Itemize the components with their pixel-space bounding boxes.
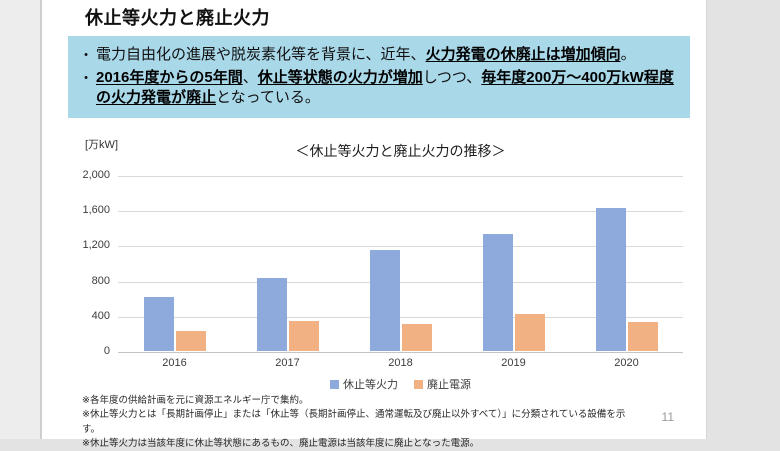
plain-text: となっている。 <box>216 88 320 106</box>
slide: 休止等火力と廃止火力 • 電力自由化の進展や脱炭素化等を背景に、近年、火力発電の… <box>42 0 707 449</box>
slide-title: 休止等火力と廃止火力 <box>85 8 270 28</box>
y-axis-tick-label: 1,600 <box>82 204 110 217</box>
y-axis-tick-label: 800 <box>91 274 110 287</box>
footnote-line: ※各年度の供給計画を元に資源エネルギー庁で集約。 <box>82 395 309 406</box>
emphasized-text: 火力発電の休廃止は増加傾向 <box>425 46 621 63</box>
x-axis-tick-label: 2016 <box>162 357 187 369</box>
x-axis-tick-label: 2018 <box>388 357 413 369</box>
y-gridline <box>118 211 683 213</box>
bar-abolished-2018 <box>401 323 432 351</box>
y-axis-tick-label: 2,000 <box>82 169 110 181</box>
legend-color-swatch <box>330 379 339 389</box>
footnote-line: ※休止等火力とは「長期計画停止」または「休止等（長期計画停止、通常運転及び廃止以… <box>82 409 626 435</box>
plain-text: 電力自由化の進展や脱炭素化等を背景に、近年、 <box>96 46 426 63</box>
legend-item-abolished: 廃止電源 <box>414 376 471 392</box>
summary-box: • 電力自由化の進展や脱炭素化等を背景に、近年、火力発電の休廃止は増加傾向。 •… <box>68 36 690 119</box>
page-number: 11 <box>661 410 674 424</box>
bar-suspended-2017 <box>256 278 287 351</box>
bar-abolished-2020 <box>627 322 658 351</box>
bar-suspended-2020 <box>595 208 626 351</box>
bar-group-2019 <box>457 176 570 351</box>
y-axis-tick-label: 1,200 <box>82 239 110 252</box>
legend-label: 休止等火力 <box>343 379 398 391</box>
footnotes: ※各年度の供給計画を元に資源エネルギー庁で集約。 ※休止等火力とは「長期計画停止… <box>82 394 642 451</box>
bar-groups <box>118 176 683 351</box>
bar-suspended-2016 <box>143 297 174 351</box>
emphasized-text: 2016年度からの5年間 <box>96 68 243 86</box>
plain-text: 。 <box>620 46 636 63</box>
bar-abolished-2019 <box>514 314 545 351</box>
emphasized-text: 休止等状態の火力が増加 <box>257 68 423 86</box>
chart-title: ＜休止等火力と廃止火力の推移＞ <box>295 143 506 159</box>
y-gridline <box>118 246 683 248</box>
bar-group-2017 <box>231 176 344 351</box>
plain-text: 、 <box>242 68 258 86</box>
x-axis-tick-label: 2019 <box>501 357 526 369</box>
summary-bullet-2-text: 2016年度からの5年間、休止等状態の火力が増加しつつ、毎年度200万～400万… <box>96 68 678 108</box>
bar-group-2020 <box>570 176 683 351</box>
bullet-icon: • <box>84 71 88 84</box>
left-gutter <box>0 0 42 439</box>
x-axis-tick-label: 2017 <box>275 357 300 369</box>
summary-bullet-1-text: 電力自由化の進展や脱炭素化等を背景に、近年、火力発電の休廃止は増加傾向。 <box>96 45 678 65</box>
y-gridline <box>118 316 683 318</box>
bullet-icon: • <box>84 49 88 61</box>
x-axis-tick-label: 2020 <box>614 357 639 369</box>
y-axis-unit-label: [万kW] <box>85 139 118 151</box>
bar-abolished-2016 <box>175 330 206 351</box>
chart-legend: 休止等火力 廃止電源 <box>118 376 683 392</box>
y-axis-tick-label: 400 <box>91 309 110 322</box>
legend-color-swatch <box>414 379 423 389</box>
y-axis-tick-label: 0 <box>103 345 110 357</box>
y-gridline <box>118 352 683 353</box>
legend-label: 廃止電源 <box>427 379 471 391</box>
bar-suspended-2018 <box>369 249 400 351</box>
bar-group-2018 <box>344 176 457 351</box>
summary-bullet-1: • 電力自由化の進展や脱炭素化等を背景に、近年、火力発電の休廃止は増加傾向。 <box>76 45 678 65</box>
y-gridline <box>118 281 683 283</box>
bar-suspended-2019 <box>482 234 513 351</box>
plain-text: しつつ、 <box>422 68 482 86</box>
plot-area: 0 400 800 1,200 1,600 2,000 <box>82 169 683 357</box>
summary-bullet-2: • 2016年度からの5年間、休止等状態の火力が増加しつつ、毎年度200万～40… <box>76 68 678 108</box>
x-axis-labels: 2016 2017 2018 2019 2020 <box>118 357 683 369</box>
y-gridline <box>118 176 683 177</box>
emphasized-text: 毎年度200万～400万kW程度の火力発電が廃止 <box>96 68 674 106</box>
bar-abolished-2017 <box>288 321 319 351</box>
bar-group-2016 <box>118 176 231 351</box>
legend-item-suspended: 休止等火力 <box>330 376 398 392</box>
